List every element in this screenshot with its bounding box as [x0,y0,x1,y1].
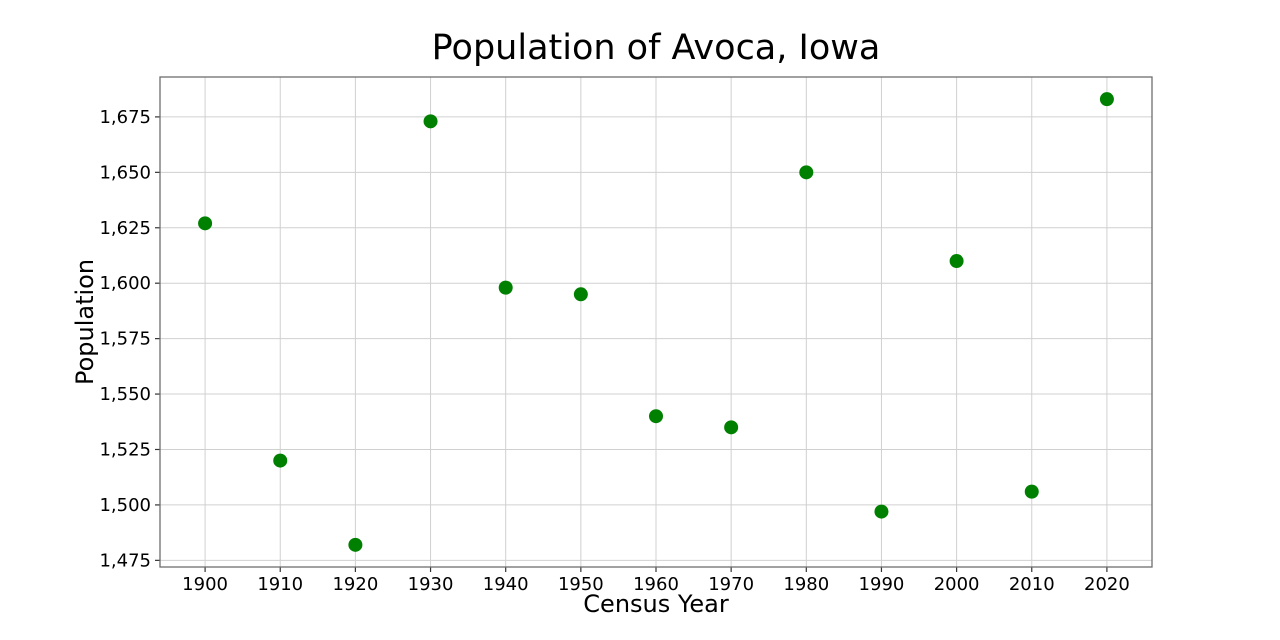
x-tick-label: 1940 [483,574,529,595]
x-tick-label: 1960 [633,574,679,595]
data-point [724,420,739,435]
x-axis-label: Census Year [583,590,729,618]
y-tick-label: 1,500 [99,495,151,516]
y-tick-label: 1,475 [99,550,151,571]
x-tick-label: 1980 [783,574,829,595]
chart-title: Population of Avoca, Iowa [431,28,881,68]
data-point [573,287,588,302]
data-point [649,409,663,424]
data-point [949,254,964,269]
y-tick-label: 1,675 [99,107,151,128]
x-tick-label: 1950 [558,574,604,595]
x-tick-label: 2020 [1084,574,1130,595]
y-tick-label: 1,650 [99,162,151,183]
data-point [423,114,438,129]
plot-border [159,76,1153,568]
data-point [799,165,814,180]
y-axis-label: Population [71,258,99,386]
data-point [348,537,363,552]
x-tick-label: 2010 [1009,574,1055,595]
y-tick-label: 1,575 [99,329,151,350]
y-tick-label: 1,600 [99,273,151,294]
data-point [1024,484,1039,499]
data-point [874,504,889,519]
x-tick-label: 2000 [934,574,980,595]
x-tick-label: 1900 [182,574,228,595]
data-point [273,453,288,468]
y-tick-label: 1,625 [99,218,151,239]
data-point [498,280,513,295]
x-tick-label: 1930 [408,574,454,595]
y-tick-label: 1,550 [99,384,151,405]
x-tick-label: 1920 [332,574,378,595]
x-tick-label: 1970 [708,574,754,595]
x-tick-label: 1990 [859,574,905,595]
data-point [1099,92,1114,107]
x-tick-label: 1910 [257,574,303,595]
y-tick-label: 1,525 [99,439,151,460]
data-point [198,216,213,231]
